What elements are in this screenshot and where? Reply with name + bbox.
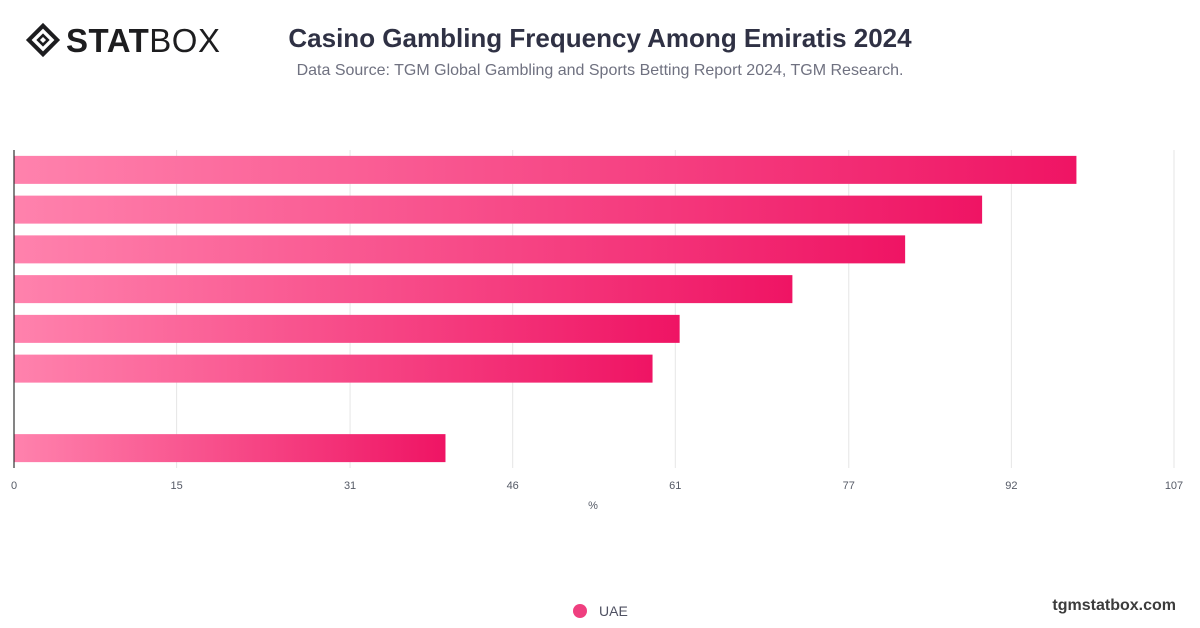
x-tick-label: 0: [11, 480, 17, 492]
x-tick-label: 92: [1005, 480, 1017, 492]
bars: [14, 155, 1077, 463]
x-tick-label: 61: [669, 480, 681, 492]
logo-wordmark: STAT BOX: [66, 24, 220, 57]
bar[interactable]: [14, 354, 653, 383]
tick-labels: 0 15 31 46 61 77 92 107%: [11, 480, 1183, 512]
bar[interactable]: [14, 155, 1077, 184]
logo-text-box: BOX: [149, 21, 221, 59]
bar[interactable]: [14, 195, 983, 224]
x-tick-label: 31: [344, 480, 356, 492]
grid-lines: [176, 150, 1175, 468]
legend[interactable]: UAE: [573, 601, 628, 621]
legend-marker: [573, 604, 587, 618]
x-axis-label: %: [588, 500, 598, 512]
x-tick-label: 15: [170, 480, 182, 492]
statbox-diamond-logo-icon: [25, 22, 61, 58]
bar[interactable]: [14, 275, 793, 304]
bar[interactable]: [14, 235, 906, 264]
bar[interactable]: [14, 314, 680, 343]
x-tick-label: 77: [843, 480, 855, 492]
chart-subtitle: Data Source: TGM Global Gambling and Spo…: [296, 62, 904, 79]
statbox-logo: STAT BOX: [24, 20, 220, 60]
x-tick-label: 107: [1165, 480, 1183, 492]
chart-title: Casino Gambling Frequency Among Emiratis…: [288, 23, 912, 53]
website-credit[interactable]: tgmstatbox.com: [1052, 597, 1176, 614]
logo-text-stat: STAT: [66, 21, 150, 59]
bar[interactable]: [14, 434, 446, 463]
x-tick-label: 46: [507, 480, 519, 492]
legend-label: UAE: [599, 603, 628, 619]
